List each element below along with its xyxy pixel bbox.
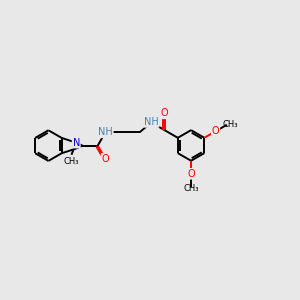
Text: N: N	[73, 138, 80, 148]
Text: NH: NH	[144, 117, 159, 127]
Text: O: O	[187, 169, 195, 179]
Text: NH: NH	[98, 127, 113, 137]
Text: O: O	[212, 126, 219, 136]
Text: CH₃: CH₃	[183, 184, 199, 193]
Text: CH₃: CH₃	[64, 157, 79, 166]
Text: CH₃: CH₃	[223, 119, 239, 128]
Text: O: O	[102, 154, 109, 164]
Text: O: O	[161, 108, 168, 118]
